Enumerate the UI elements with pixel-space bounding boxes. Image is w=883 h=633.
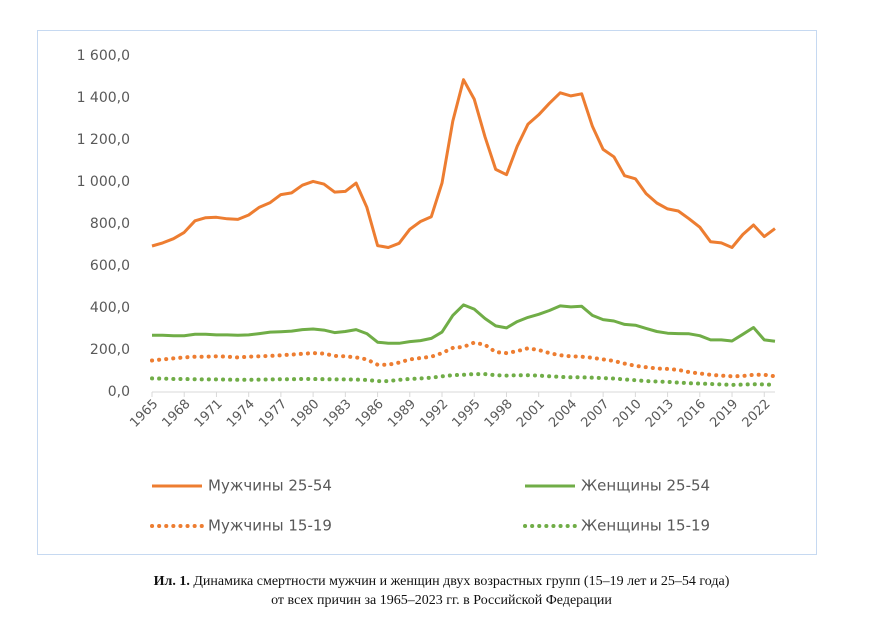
caption: Ил. 1. Динамика смертности мужчин и женщ… [0, 574, 883, 590]
chart: 0,0 200,0 400,0 600,0 800,0 1 000,0 1 200,0 1 4… [37, 30, 817, 555]
chart-frame [37, 30, 817, 555]
y-tick-label: 1 400,0 [77, 90, 130, 106]
caption-text: от всех причин за 1965–2023 гг. в Россий… [271, 593, 612, 608]
line-series [150, 372, 777, 387]
line-series [151, 78, 776, 249]
y-tick-label: 0,0 [108, 384, 130, 400]
caption: от всех причин за 1965–2023 гг. в Россий… [0, 593, 883, 609]
y-tick-label: 600,0 [90, 258, 130, 274]
y-tick-label: 800,0 [90, 216, 130, 232]
y-tick-label: 1 000,0 [77, 174, 130, 190]
y-tick-label: 1 200,0 [77, 132, 130, 148]
y-tick-label: 1 600,0 [77, 48, 130, 64]
y-tick-label: 200,0 [90, 342, 130, 358]
legend-label: Женщины 25-54 [581, 477, 710, 495]
caption-label: Ил. 1. [153, 574, 190, 589]
y-tick-label: 400,0 [90, 300, 130, 316]
legend-label: Мужчины 25-54 [208, 477, 332, 495]
caption-text: Динамика смертности мужчин и женщин двух… [193, 574, 730, 589]
legend-label: Женщины 15-19 [581, 517, 710, 535]
line-series [152, 303, 776, 345]
legend-label: Мужчины 15-19 [208, 517, 332, 535]
